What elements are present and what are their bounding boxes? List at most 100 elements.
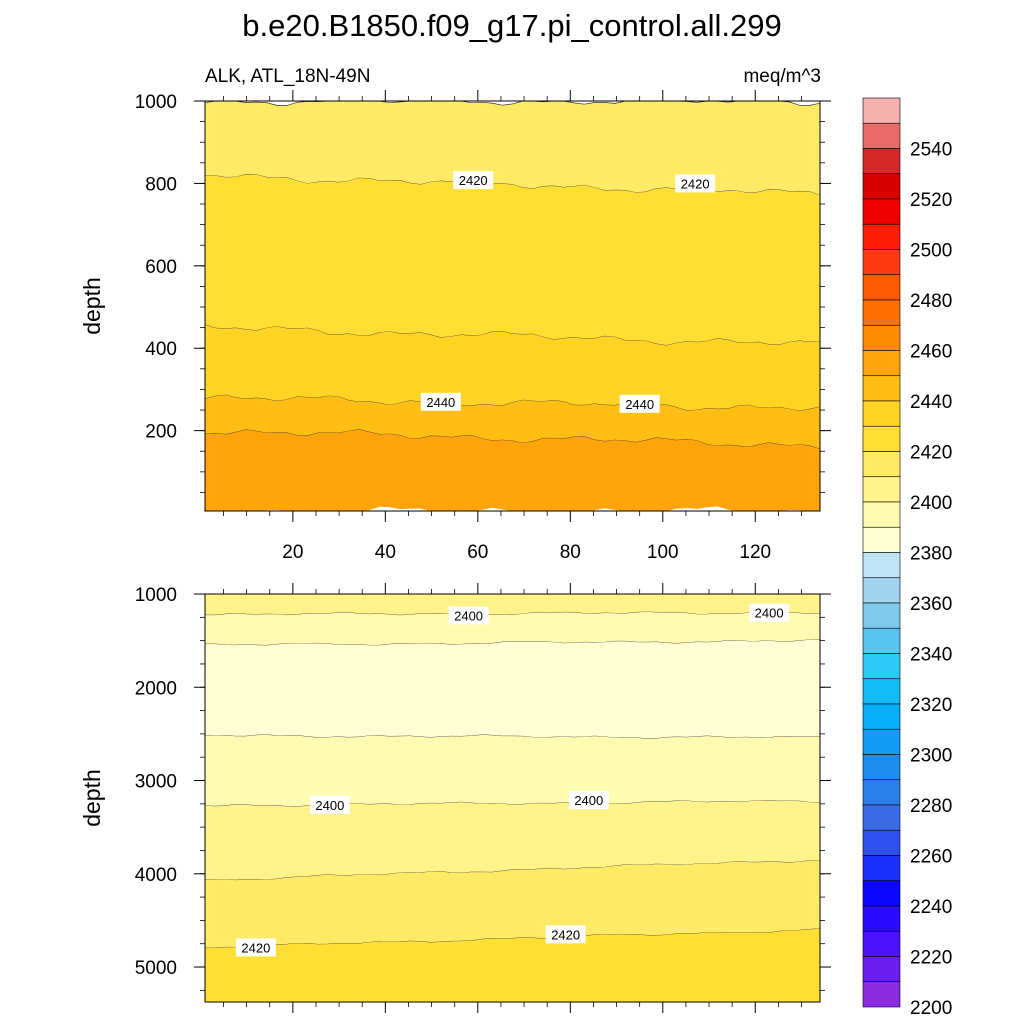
colorbar-swatch [862, 249, 901, 276]
colorbar-label: 2420 [910, 443, 952, 464]
contour-label-box [235, 938, 276, 957]
colorbar-swatch [862, 678, 901, 705]
colorbar-swatch [862, 400, 901, 427]
colorbar-swatch [862, 703, 901, 730]
contour-label-box [749, 603, 790, 622]
contour-label-text: 2420 [551, 927, 580, 942]
contour-band [205, 594, 820, 616]
contour-label-box [420, 392, 461, 411]
y-tick-label: 1000 [135, 92, 177, 113]
colorbar-label: 2360 [910, 594, 952, 615]
contour-label-box [619, 394, 660, 413]
plot-area: 2400 2400 2400 2400 2420 2420 [205, 594, 820, 1002]
contour-label-box [568, 791, 609, 810]
contour-band [205, 394, 820, 449]
contour-band [205, 101, 820, 196]
colorbar-swatch [862, 779, 901, 806]
contour-label-text: 2440 [426, 395, 455, 410]
colorbar-swatch [862, 451, 901, 478]
y-tick-label: 3000 [135, 772, 177, 793]
colorbar-label: 2520 [910, 190, 952, 211]
contour-label-box [309, 795, 350, 814]
x-tick-label: 60 [467, 542, 488, 563]
colorbar-swatch [862, 804, 901, 831]
colorbar-swatch [862, 552, 901, 579]
contour-label-text: 2400 [574, 793, 603, 808]
panel-subtitle-variable: ALK, ATL_18N-49N [205, 66, 370, 87]
colorbar-swatch [862, 653, 901, 680]
colorbar-label: 2300 [910, 746, 952, 767]
contour-label: 2400 [448, 606, 489, 625]
colorbar-label: 2460 [910, 342, 952, 363]
contour-band [205, 611, 820, 646]
colorbar-swatch [862, 526, 901, 553]
x-tick-label: 100 [647, 542, 679, 563]
y-tick-label: 600 [145, 257, 177, 278]
contour-label: 2420 [235, 938, 276, 957]
contour-label: 2420 [545, 925, 586, 944]
contour-label: 2440 [420, 392, 461, 411]
colorbar-label: 2380 [910, 544, 952, 565]
colorbar-swatch [862, 97, 901, 124]
colorbar-swatch [862, 375, 901, 402]
contour-label: 2400 [749, 603, 790, 622]
contour-label-box [448, 606, 489, 625]
colorbar-swatch [862, 981, 901, 1008]
y-tick-label: 5000 [135, 958, 177, 979]
contour-label: 2400 [568, 791, 609, 810]
contour-label-text: 2400 [454, 608, 483, 623]
y-tick-label: 1000 [135, 585, 177, 606]
colorbar-swatch [862, 173, 901, 200]
contour-label-text: 2420 [241, 940, 270, 955]
contour-label-box [675, 174, 716, 193]
x-tick-label: 120 [739, 542, 771, 563]
colorbar: 2540 2520 2500 2480 2460 2440 2420 2400 2380 2360… [862, 97, 952, 1019]
colorbar-swatch [862, 476, 901, 503]
y-tick-label: 4000 [135, 865, 177, 886]
y-tick-label: 200 [145, 422, 177, 443]
colorbar-swatch [862, 829, 901, 856]
x-tick-label: 80 [560, 542, 581, 563]
contour-label-text: 2400 [755, 606, 784, 621]
colorbar-label: 2280 [910, 796, 952, 817]
contour-label-text: 2420 [459, 173, 488, 188]
colorbar-label: 2200 [910, 998, 952, 1019]
top-panel: 2440 2440 2420 2420 20 40 60 80 100 120 200 400 600 8… [79, 90, 831, 563]
colorbar-label: 2480 [910, 291, 952, 312]
colorbar-swatch [862, 501, 901, 528]
colorbar-swatch [862, 274, 901, 301]
contour-label: 2440 [619, 394, 660, 413]
contour-band [205, 860, 820, 949]
colorbar-label: 2400 [910, 493, 952, 514]
colorbar-swatch [862, 299, 901, 326]
contour-band [205, 639, 820, 739]
plot-frame [204, 100, 821, 512]
contour-band [205, 429, 820, 511]
colorbar-label: 2240 [910, 897, 952, 918]
colorbar-swatch [862, 754, 901, 781]
panel-subtitle-units: meq/m^3 [743, 66, 821, 87]
contour-band [205, 324, 820, 411]
contour-band [205, 174, 820, 346]
plot-area: 2440 2440 2420 2420 [205, 101, 820, 511]
colorbar-swatch [862, 880, 901, 907]
colorbar-label: 2320 [910, 695, 952, 716]
x-tick-label: 20 [282, 542, 303, 563]
colorbar-label: 2340 [910, 645, 952, 666]
plot-frame [204, 593, 821, 1003]
colorbar-swatch [862, 148, 901, 175]
contour-label-text: 2420 [681, 176, 710, 191]
colorbar-swatch [862, 425, 901, 452]
colorbar-label: 2500 [910, 241, 952, 262]
colorbar-swatch [862, 956, 901, 983]
x-tick-label: 40 [375, 542, 396, 563]
contour-label: 2420 [675, 174, 716, 193]
colorbar-label: 2440 [910, 392, 952, 413]
colorbar-swatch [862, 905, 901, 932]
contour-label-box [453, 171, 494, 190]
contour-label: 2400 [309, 795, 350, 814]
colorbar-swatch [862, 627, 901, 654]
y-tick-label: 2000 [135, 678, 177, 699]
colorbar-label: 2220 [910, 948, 952, 969]
